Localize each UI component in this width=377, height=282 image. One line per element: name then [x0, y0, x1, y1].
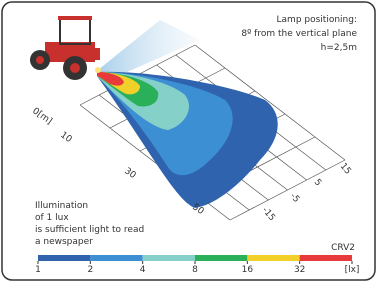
note: a newspaper	[35, 237, 93, 247]
note: h=2,5m	[321, 43, 357, 53]
scale-label: 2	[87, 265, 93, 275]
scale-segment	[247, 255, 299, 261]
scale-segment	[143, 255, 195, 261]
scale-label: [lx]	[345, 265, 360, 275]
note: Illumination	[35, 201, 88, 211]
model: CRV2	[331, 243, 355, 253]
note: of 1 lux	[35, 213, 69, 223]
scale-label: 32	[294, 265, 305, 275]
scale-segment	[195, 255, 247, 261]
note: Lamp positioning:	[277, 15, 357, 25]
scale-segment	[38, 255, 90, 261]
scale-label: 4	[140, 265, 146, 275]
scale-segment	[90, 255, 142, 261]
scale-label: 1	[35, 265, 41, 275]
note: 8º from the vertical plane	[241, 29, 357, 39]
diagram: Lamp positioning: 8º from the vertical p…	[0, 0, 377, 282]
scale-label: 8	[192, 265, 198, 275]
scale-segment	[300, 255, 352, 261]
scale-label: 16	[242, 265, 254, 275]
note: is sufficient light to read	[35, 225, 144, 235]
